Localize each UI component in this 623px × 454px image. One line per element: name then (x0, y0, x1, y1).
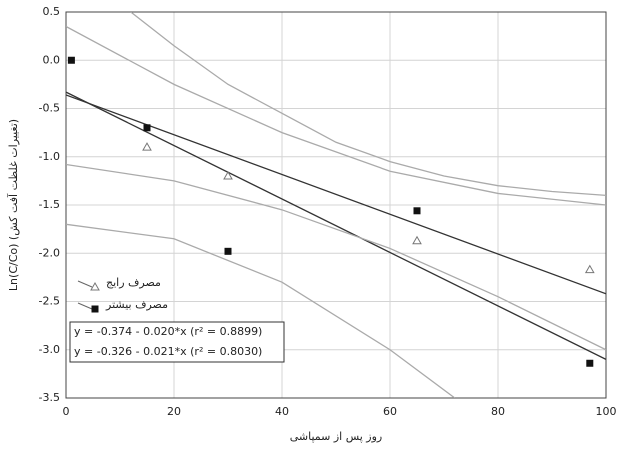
fit-line (66, 25, 606, 206)
fit-line (66, 163, 606, 351)
y-tick-label: -0.5 (39, 102, 60, 115)
fit-line (66, 223, 456, 398)
x-tick-label: 80 (491, 405, 505, 418)
point (143, 124, 151, 132)
x-axis-label: روز پس از سمپاشی (290, 430, 383, 443)
point (584, 264, 595, 274)
equation-box (69, 321, 285, 363)
point (223, 171, 233, 180)
y-tick-label: -2.5 (39, 295, 60, 308)
legend-marker (91, 305, 99, 313)
y-tick-label: 0.0 (43, 53, 61, 66)
plot-area: 0.5 0.0 -0.5 -1.0 -1.5 -2.0 -2.5 -3.0 -3.50 20 40 6… (39, 5, 617, 418)
x-tick-label: 0 (63, 405, 70, 418)
x-tick-label: 20 (167, 405, 181, 418)
legend-line (77, 280, 93, 288)
y-tick-label: 0.5 (43, 5, 61, 18)
fit-line (66, 94, 606, 295)
legend-label: مصرف بیشتر (105, 298, 168, 311)
x-tick-label: 100 (596, 405, 617, 418)
y-axis-label: Ln(C/Co) (تغییرات غلظت آفت کش) (6, 119, 20, 291)
lines (66, 12, 606, 398)
point (412, 235, 422, 245)
y-tick-label: -1.5 (39, 198, 60, 211)
equation: y = -0.326 - 0.021*x (r² = 0.8030) (74, 345, 262, 358)
point (413, 207, 421, 215)
point (67, 56, 75, 64)
equation: y = -0.374 - 0.020*x (r² = 0.8899) (74, 325, 262, 338)
fit-line (130, 12, 606, 196)
y-tick-label: -1.0 (39, 150, 60, 163)
fit-line (66, 91, 606, 360)
legend-marker (90, 281, 100, 291)
point (142, 142, 152, 151)
point (586, 359, 594, 367)
x-tick-label: 60 (383, 405, 397, 418)
x-tick-label: 40 (275, 405, 289, 418)
y-tick-label: -3.5 (39, 391, 60, 404)
y-tick-label: -2.0 (39, 246, 60, 259)
legend-label: مصرف رایج (106, 276, 161, 289)
point (224, 247, 232, 255)
y-tick-label: -3.0 (39, 343, 60, 356)
legend-line (77, 302, 93, 310)
